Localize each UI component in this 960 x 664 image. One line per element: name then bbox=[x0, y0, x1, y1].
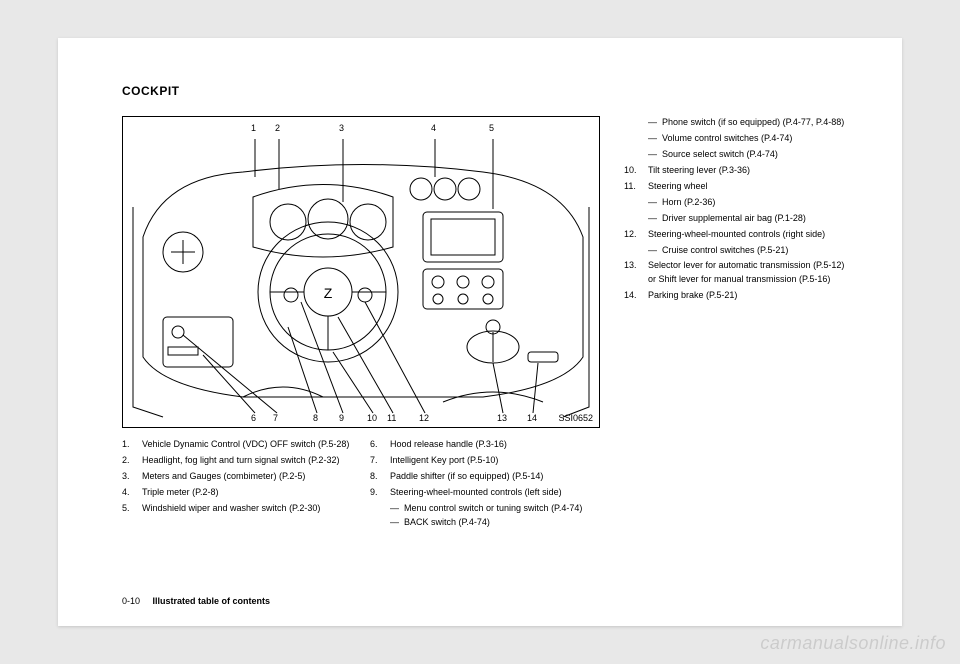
legend-item: 6.Hood release handle (P.3-16) bbox=[370, 438, 600, 452]
callout-12: 12 bbox=[419, 413, 429, 423]
legend-item: 5.Windshield wiper and washer switch (P.… bbox=[122, 502, 352, 516]
legend-sub: —Cruise control switches (P.5-21) bbox=[624, 244, 854, 258]
legend-item: 4.Triple meter (P.2-8) bbox=[122, 486, 352, 500]
section-title: COCKPIT bbox=[122, 84, 854, 98]
legend-item: 14.Parking brake (P.5-21) bbox=[624, 289, 854, 303]
content-row: Z bbox=[122, 116, 854, 530]
callout-8: 8 bbox=[313, 413, 318, 423]
right-column: —Phone switch (if so equipped) (P.4-77, … bbox=[624, 116, 854, 530]
callout-6: 6 bbox=[251, 413, 256, 423]
legend-item: 10.Tilt steering lever (P.3-36) bbox=[624, 164, 854, 178]
legend-columns: 1.Vehicle Dynamic Control (VDC) OFF swit… bbox=[122, 438, 600, 530]
legend-item: 11.Steering wheel bbox=[624, 180, 854, 194]
legend-col-2: 6.Hood release handle (P.3-16) 7.Intelli… bbox=[370, 438, 600, 530]
legend-sub: —Phone switch (if so equipped) (P.4-77, … bbox=[624, 116, 854, 130]
callout-7: 7 bbox=[273, 413, 278, 423]
svg-text:Z: Z bbox=[324, 285, 333, 301]
legend-sub: —Source select switch (P.4-74) bbox=[624, 148, 854, 162]
legend-item: 9.Steering-wheel-mounted controls (left … bbox=[370, 486, 600, 500]
legend-sub: —BACK switch (P.4-74) bbox=[370, 516, 600, 530]
callout-4: 4 bbox=[431, 123, 436, 133]
footer-title: Illustrated table of contents bbox=[153, 596, 271, 606]
callout-9: 9 bbox=[339, 413, 344, 423]
legend-item: 2.Headlight, fog light and turn signal s… bbox=[122, 454, 352, 468]
callout-13: 13 bbox=[497, 413, 507, 423]
page-footer: 0-10 Illustrated table of contents bbox=[122, 596, 270, 606]
legend-sub: —Menu control switch or tuning switch (P… bbox=[370, 502, 600, 516]
callout-14: 14 bbox=[527, 413, 537, 423]
legend-item: 8.Paddle shifter (if so equipped) (P.5-1… bbox=[370, 470, 600, 484]
callout-2: 2 bbox=[275, 123, 280, 133]
legend-item: 1.Vehicle Dynamic Control (VDC) OFF swit… bbox=[122, 438, 352, 452]
legend-item: 7.Intelligent Key port (P.5-10) bbox=[370, 454, 600, 468]
callout-3: 3 bbox=[339, 123, 344, 133]
manual-page: COCKPIT bbox=[58, 38, 902, 626]
legend-col-1: 1.Vehicle Dynamic Control (VDC) OFF swit… bbox=[122, 438, 352, 530]
legend-sub: —Driver supplemental air bag (P.1-28) bbox=[624, 212, 854, 226]
callout-11: 11 bbox=[387, 413, 396, 423]
figure-id: SSI0652 bbox=[558, 413, 593, 423]
watermark: carmanualsonline.info bbox=[760, 633, 946, 654]
callout-5: 5 bbox=[489, 123, 494, 133]
left-column: Z bbox=[122, 116, 600, 530]
legend-item: 3.Meters and Gauges (combimeter) (P.2-5) bbox=[122, 470, 352, 484]
cockpit-figure: Z bbox=[122, 116, 600, 428]
cockpit-svg: Z bbox=[123, 117, 599, 427]
callout-1: 1 bbox=[251, 123, 256, 133]
legend-sub: —Volume control switches (P.4-74) bbox=[624, 132, 854, 146]
page-number: 0-10 bbox=[122, 596, 140, 606]
legend-item: 13.Selector lever for automatic transmis… bbox=[624, 259, 854, 287]
legend-sub: —Horn (P.2-36) bbox=[624, 196, 854, 210]
legend-item: 12.Steering-wheel-mounted controls (righ… bbox=[624, 228, 854, 242]
callout-10: 10 bbox=[367, 413, 377, 423]
